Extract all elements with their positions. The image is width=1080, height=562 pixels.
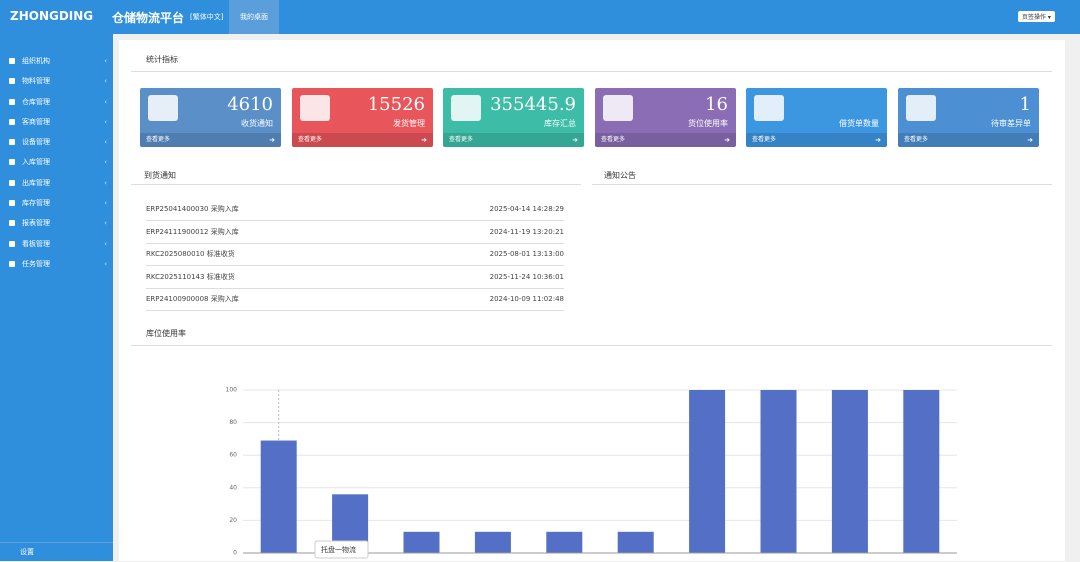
divider [131, 71, 1052, 72]
bar [689, 390, 726, 553]
tooltip: 托盘一物流 [321, 545, 356, 554]
y-tick-label: 60 [229, 452, 237, 459]
stat-value: 4610 [227, 94, 273, 115]
view-more[interactable]: 查看更多 [898, 133, 1039, 147]
menu-item[interactable]: 设备管理 [0, 132, 113, 152]
menu-item[interactable]: 客商管理 [0, 112, 113, 132]
card-icon [906, 95, 936, 121]
sidebar: 组织机构物料管理仓库管理客商管理设备管理入库管理出库管理库存管理报表管理看板管理… [0, 34, 113, 561]
logo: ZHONGDING [10, 9, 94, 23]
card-icon [603, 95, 633, 121]
section-title: 通知公告 [604, 171, 636, 180]
menu-item[interactable]: 入库管理 [0, 152, 113, 173]
cell: 2025-11-24 10:36:01 [489, 272, 564, 281]
cell: ERP24111900012 采购入库 [146, 227, 239, 236]
bar [260, 440, 297, 553]
menu-item[interactable]: 看板管理 [0, 234, 113, 254]
stat-card[interactable]: 4610 收货通知查看更多 [140, 88, 281, 147]
cell: 2025-04-14 14:28:29 [489, 205, 564, 213]
cell: ERP24100900008 采购入库 [146, 295, 239, 303]
arrival-row[interactable]: ERP24100900008 采购入库 2024-10-09 11:02:48 [146, 288, 564, 311]
menu-item[interactable]: 报表管理 [0, 213, 113, 234]
y-tick-label: 100 [226, 387, 238, 394]
menu-item[interactable]: 仓库管理 [0, 92, 113, 112]
stat-label: 货位使用率 [688, 119, 728, 128]
tab-ops[interactable]: 页签操作 ▾ [1018, 11, 1055, 22]
menu-item[interactable]: 库存管理 [0, 193, 113, 213]
divider [131, 184, 581, 185]
arrival-row[interactable]: ERP25041400030 采购入库 2025-04-14 14:28:29 [146, 198, 564, 221]
arrival-row[interactable]: ERP24111900012 采购入库 2024-11-19 13:20:21 [146, 221, 564, 244]
stat-label: 待审差异单 [991, 119, 1031, 128]
stat-label: 收货通知 [241, 119, 273, 128]
tab[interactable]: 我的桌面 [229, 0, 279, 34]
stat-value: 355445.9 [490, 94, 576, 115]
cell: 2024-11-19 13:20:21 [489, 227, 564, 236]
menu-item[interactable]: 物料管理 [0, 71, 113, 92]
section-title: 到货通知 [144, 171, 176, 180]
section-title: 统计指标 [146, 55, 178, 64]
y-tick-label: 80 [229, 419, 237, 426]
stat-card[interactable]: 1 待审差异单查看更多 [898, 88, 1039, 147]
stat-label: 借货单数量 [839, 119, 879, 128]
arrival-row[interactable]: RKC2025080010 标准收货 2025-08-01 13:13:00 [146, 243, 564, 266]
divider [131, 345, 1052, 346]
cell: RKC2025110143 标准收货 [146, 272, 235, 281]
stat-card[interactable]: 15526 发货管理查看更多 [292, 88, 433, 147]
bar [617, 531, 654, 553]
bar [831, 390, 868, 553]
card-icon [754, 95, 784, 121]
menu-item[interactable]: 任务管理 [0, 254, 113, 274]
arrival-row[interactable]: RKC2025110143 标准收货 2025-11-24 10:36:01 [146, 266, 564, 289]
bar [903, 390, 940, 553]
bar [403, 531, 440, 553]
cell: 2024-10-09 11:02:48 [489, 295, 564, 303]
menu-item[interactable]: 出库管理 [0, 173, 113, 193]
bar [474, 531, 511, 553]
y-tick-label: 20 [229, 517, 237, 524]
menu-item[interactable]: 组织机构 [0, 51, 113, 71]
stat-card[interactable]: 借货单数量查看更多 [746, 88, 887, 147]
view-more[interactable]: 查看更多 [140, 133, 281, 147]
cell: 2025-08-01 13:13:00 [489, 250, 564, 258]
cell: ERP25041400030 采购入库 [146, 205, 239, 213]
y-tick-label: 40 [229, 484, 237, 491]
card-icon [451, 95, 481, 121]
stat-card[interactable]: 355445.9 库存汇总查看更多 [443, 88, 584, 147]
stat-value: 15526 [367, 94, 425, 115]
stat-value: 1 [1019, 94, 1031, 115]
view-more[interactable]: 查看更多 [595, 133, 736, 147]
view-more[interactable]: 查看更多 [292, 133, 433, 147]
top-bar: ZHONGDING 仓储物流平台 [繁体中文] 我的桌面 页签操作 ▾ [0, 0, 1080, 34]
stat-card[interactable]: 16 货位使用率查看更多 [595, 88, 736, 147]
sidebar-footer[interactable]: 设置 [0, 542, 113, 562]
view-more[interactable]: 查看更多 [746, 133, 887, 147]
stat-label: 库存汇总 [544, 119, 576, 128]
card-icon [148, 95, 178, 121]
section-title: 库位使用率 [146, 329, 186, 338]
cell: RKC2025080010 标准收货 [146, 250, 235, 258]
divider [592, 184, 1052, 185]
stat-label: 发货管理 [393, 119, 425, 128]
tooltip-box [314, 540, 369, 559]
stat-value: 16 [705, 94, 728, 115]
view-more[interactable]: 查看更多 [443, 133, 584, 147]
lang-switch[interactable]: [繁体中文] [190, 13, 224, 21]
app-title: 仓储物流平台 [112, 11, 185, 25]
bar [546, 531, 583, 553]
bar [760, 390, 797, 553]
card-icon [300, 95, 330, 121]
y-tick-label: 0 [233, 550, 237, 557]
